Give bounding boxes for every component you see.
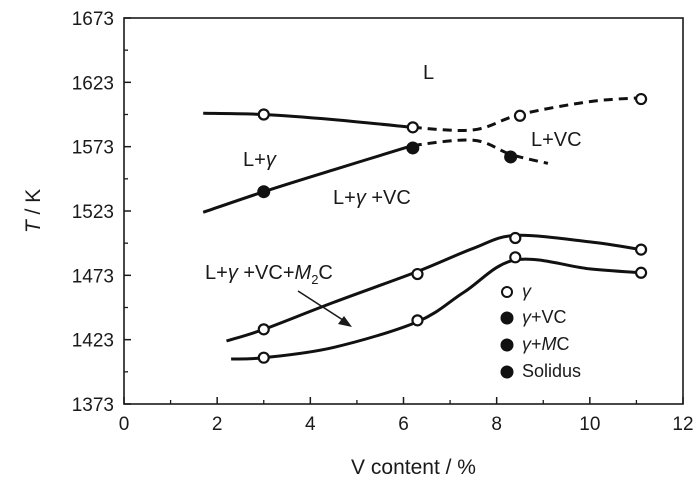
legend-marker-gamma-mc (500, 338, 514, 352)
x-tick-label-1: 2 (212, 414, 223, 435)
legend-label-solidus: Solidus (522, 361, 581, 381)
y-tick-label-3: 1523 (72, 202, 114, 223)
series-2-point-1 (411, 267, 424, 281)
series-1-point-2 (504, 150, 518, 164)
region-label-l: L (423, 62, 434, 84)
series-3-point-2 (509, 251, 522, 264)
series-1-solid-line (202, 143, 414, 214)
series-3-point-1 (411, 314, 424, 327)
series-1-point-1 (406, 141, 420, 155)
series-0-point-0 (257, 108, 270, 121)
x-tick-label-6: 12 (672, 414, 693, 435)
series-0-solid-line (203, 111, 413, 129)
series-0-point-2 (513, 109, 527, 122)
legend-marker-solidus (500, 365, 514, 379)
legend-label-gamma-vc: γ+VC (522, 307, 567, 327)
y-tick-label-0: 1373 (72, 395, 114, 416)
x-tick-label-4: 8 (491, 414, 502, 435)
region-label-l-vc: L+VC (531, 129, 582, 151)
x-axis-title: V content / % (351, 456, 476, 479)
series-1-dashed-line (412, 138, 549, 165)
annotation-arrowhead (338, 316, 352, 327)
x-tick-label-5: 10 (579, 414, 600, 435)
series-3-point-3 (634, 266, 648, 279)
series-2-point-0 (257, 323, 270, 336)
series-0-point-3 (634, 92, 648, 106)
series-2-point-3 (634, 243, 648, 256)
x-tick-label-0: 0 (119, 414, 130, 435)
y-tick-label-4: 1573 (72, 138, 114, 159)
series-2-point-2 (509, 231, 522, 245)
legend-marker-gamma (501, 286, 513, 298)
y-tick-label-2: 1473 (72, 266, 114, 287)
region-label-l-gamma: L+γ (243, 149, 277, 171)
legend: γ γ+VC γ+MC Solidus (500, 281, 581, 381)
series-1-point-0 (257, 185, 271, 199)
legend-label-gamma-mc: γ+MC (522, 334, 570, 354)
data-markers (257, 92, 648, 364)
y-tick-label-1: 1423 (72, 331, 114, 352)
legend-marker-gamma-vc (500, 311, 514, 325)
region-label-l-gamma-vc-m2c: L+γ +VC+M2C (205, 262, 333, 287)
series-0-point-1 (406, 121, 419, 134)
x-tick-label-3: 6 (398, 414, 409, 435)
series-3-point-0 (257, 351, 270, 364)
legend-label-gamma: γ (522, 281, 532, 301)
x-tick-label-2: 4 (305, 414, 316, 435)
series-0-dashed-line (412, 96, 642, 132)
region-label-l-gamma-vc: L+γ +VC (333, 187, 411, 209)
series-2-line (226, 233, 642, 343)
y-axis-title: T / K (22, 189, 45, 233)
y-tick-label-6: 1673 (72, 9, 114, 30)
series-3-line (231, 257, 642, 361)
axes: 0 2 4 6 8 10 12 1373 1423 1473 1523 1573 1623 1673 V c… (22, 9, 694, 479)
annotation-arrow (297, 290, 347, 323)
y-tick-label-5: 1623 (72, 73, 114, 94)
